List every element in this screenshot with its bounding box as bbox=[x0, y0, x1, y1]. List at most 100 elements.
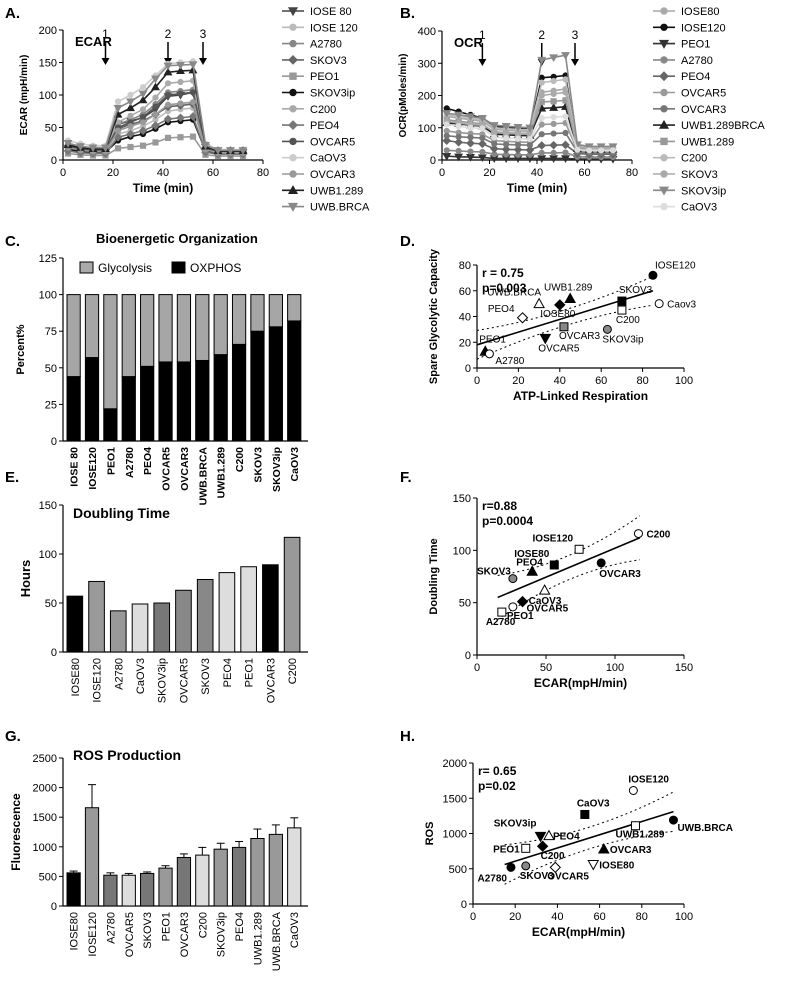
x-tick-label: 40 bbox=[157, 167, 169, 179]
data-point bbox=[88, 144, 98, 153]
data-point bbox=[550, 149, 557, 157]
y-tick-label: 200 bbox=[418, 91, 436, 103]
stat-r: r= 0.65 bbox=[478, 764, 517, 778]
data-point bbox=[139, 106, 147, 113]
category-label: OVCAR3 bbox=[179, 912, 191, 957]
data-point bbox=[442, 110, 452, 118]
data-point bbox=[188, 112, 198, 121]
category-label: C200 bbox=[287, 658, 299, 684]
arrow-head bbox=[101, 58, 110, 65]
data-point bbox=[586, 147, 593, 154]
category-label: UWB1.289 bbox=[252, 912, 264, 965]
chart-h: 0 500 1000 1500 2000 0 20 40 60 80 100 ECAR(mpH/min… bbox=[424, 758, 733, 939]
y-tick-label: 500 bbox=[449, 864, 467, 876]
bar-ovcar3 bbox=[262, 564, 279, 653]
category-label: OVCAR5 bbox=[178, 658, 190, 703]
legend-marker bbox=[660, 170, 668, 178]
y-tick-label: 75 bbox=[45, 326, 57, 338]
legend-entry: UWB.BRCA bbox=[310, 202, 370, 214]
point-ovcar3 bbox=[597, 842, 610, 854]
data-point bbox=[442, 153, 452, 161]
arrow-head bbox=[571, 59, 579, 66]
data-point bbox=[467, 134, 474, 141]
y-tick-label: 0 bbox=[461, 899, 467, 911]
category-label: CaOV3 bbox=[289, 447, 301, 482]
fit-line bbox=[504, 810, 674, 866]
category-label: SKOV3 bbox=[142, 912, 154, 949]
data-point bbox=[608, 143, 618, 152]
confidence-band-lower bbox=[504, 830, 674, 885]
legend-entry: A2780 bbox=[681, 55, 713, 67]
data-point bbox=[537, 141, 547, 150]
point-a2780 bbox=[484, 349, 494, 359]
panel-label: B. bbox=[400, 5, 415, 22]
category-label: UWB.BRCA bbox=[271, 911, 283, 971]
data-point bbox=[562, 129, 569, 137]
data-point bbox=[127, 91, 134, 99]
legend-entry: IOSE 80 bbox=[310, 6, 352, 18]
legend-marker bbox=[288, 54, 298, 65]
point-label: PEO1 bbox=[507, 611, 534, 622]
legend-entry: OVCAR5 bbox=[310, 136, 355, 148]
legend-marker bbox=[660, 154, 668, 162]
data-point bbox=[189, 99, 197, 106]
point-label: SKOV3ip bbox=[494, 818, 537, 829]
bar-caov3 bbox=[131, 603, 149, 653]
data-point bbox=[525, 124, 535, 133]
data-point bbox=[63, 140, 73, 148]
legend-marker bbox=[287, 185, 299, 194]
data-point bbox=[177, 100, 184, 107]
point-label: CaOV3 bbox=[577, 798, 610, 809]
point-label: UWB1.289 bbox=[544, 282, 593, 293]
point-c200 bbox=[617, 305, 627, 315]
x-tick-label: 0 bbox=[439, 167, 445, 179]
data-point bbox=[562, 113, 569, 120]
x-axis-label: ATP-Linked Respiration bbox=[513, 389, 648, 403]
bar-iose80 bbox=[66, 595, 84, 653]
point-label: C200 bbox=[541, 851, 565, 862]
data-point bbox=[176, 62, 185, 70]
data-point bbox=[76, 143, 85, 151]
point-c200 bbox=[633, 529, 643, 539]
y-tick-label: 0 bbox=[51, 647, 57, 659]
y-tick-label: 200 bbox=[39, 25, 57, 37]
y-tick-label: 50 bbox=[45, 123, 57, 135]
y-axis-label: Doubling Time bbox=[428, 538, 440, 614]
y-tick-label: 80 bbox=[459, 260, 471, 272]
x-tick-label: 0 bbox=[60, 167, 66, 179]
data-point bbox=[138, 95, 148, 104]
data-point bbox=[537, 56, 547, 65]
bar-iose120 bbox=[84, 807, 100, 907]
point-label: OVCAR5 bbox=[547, 871, 589, 882]
data-point bbox=[549, 54, 559, 63]
data-point bbox=[139, 119, 147, 126]
stat-p: p=0.003 bbox=[482, 281, 527, 295]
y-tick-label: 0 bbox=[465, 650, 471, 662]
data-point bbox=[538, 92, 545, 99]
y-tick-label: 1000 bbox=[443, 829, 467, 841]
point-label: OVCAR3 bbox=[559, 331, 601, 342]
y-tick-label: 1500 bbox=[33, 812, 57, 824]
panel-label: D. bbox=[400, 233, 415, 250]
stat-r: r=0.88 bbox=[482, 499, 517, 513]
category-label: IOSE120 bbox=[87, 447, 99, 490]
data-point bbox=[477, 114, 487, 123]
y-axis-label: OCR(pMoles/min) bbox=[398, 54, 409, 138]
legend-marker bbox=[660, 56, 668, 64]
x-tick-label: 150 bbox=[675, 662, 693, 674]
point-label: OVCAR3 bbox=[599, 569, 641, 580]
point-peo4 bbox=[516, 312, 529, 324]
y-tick-label: 50 bbox=[45, 598, 57, 610]
data-point bbox=[562, 76, 569, 83]
y-tick-label: 2500 bbox=[33, 753, 57, 765]
data-point bbox=[177, 134, 184, 141]
legend-entry: IOSE 120 bbox=[310, 22, 358, 34]
point-c200 bbox=[536, 840, 549, 852]
y-tick-label: 300 bbox=[418, 58, 436, 70]
chart-a: 0 50 100 150 200 0 20 40 60 80 ECAR Time (min) ECAR … bbox=[19, 6, 370, 214]
x-tick-label: 20 bbox=[483, 167, 495, 179]
bar-iose80 bbox=[66, 872, 81, 907]
legend-entry: IOSE80 bbox=[681, 6, 720, 18]
chart-title: Doubling Time bbox=[73, 505, 170, 521]
chart-b: 0 100 200 300 400 0 20 40 60 80 OCR Time (min) OCR(p… bbox=[398, 6, 765, 214]
